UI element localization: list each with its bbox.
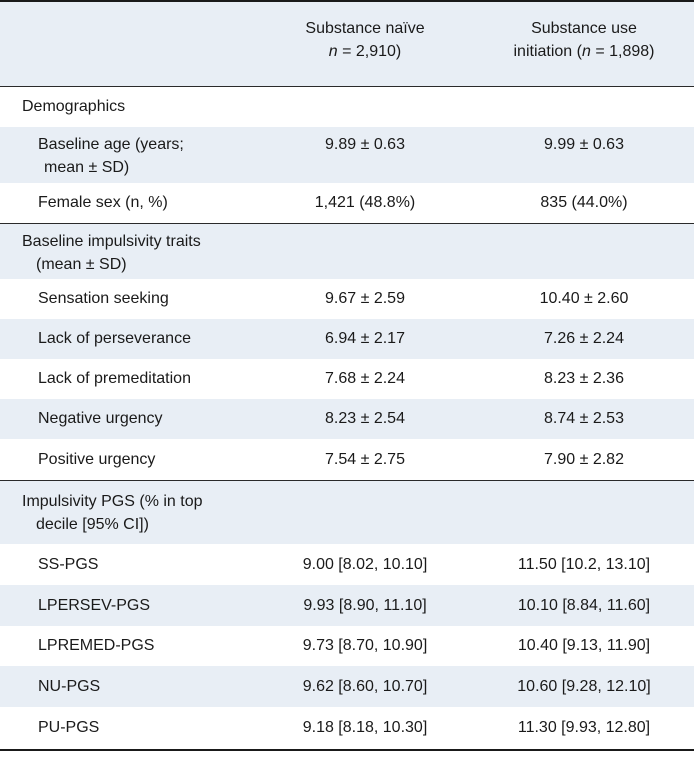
header-naive-n: n (328, 43, 338, 60)
header-initiation-pre: initiation ( (513, 43, 582, 60)
section-title-pgs: Impulsivity PGS (% in top decile [95% CI… (0, 490, 256, 536)
table-row: Sensation seeking 9.67 ± 2.59 10.40 ± 2.… (0, 279, 694, 319)
initiation-value: 7.90 ± 2.82 (544, 450, 624, 468)
section-row-pgs: Impulsivity PGS (% in top decile [95% CI… (0, 480, 694, 544)
initiation-value: 10.10 [8.84, 11.60] (517, 596, 651, 614)
naive-value: 9.00 [8.02, 10.10] (302, 555, 428, 573)
header-substance-initiation: Substance use initiation (n = 1,898) (474, 17, 694, 63)
table-row: Positive urgency 7.54 ± 2.75 7.90 ± 2.82 (0, 439, 694, 480)
row-label: LPREMED-PGS (38, 637, 155, 654)
row-label: SS-PGS (38, 555, 99, 573)
naive-value: 6.94 ± 2.17 (325, 330, 405, 347)
table-row: NU-PGS 9.62 [8.60, 10.70] 10.60 [9.28, 1… (0, 666, 694, 707)
naive-value: 9.62 [8.60, 10.70] (302, 677, 428, 695)
naive-value: 7.68 ± 2.24 (325, 370, 405, 387)
row-label: Negative urgency (38, 410, 163, 427)
naive-value: 9.93 [8.90, 11.10] (303, 596, 427, 614)
section-title-line1: Impulsivity PGS (% in top (22, 493, 203, 510)
initiation-value: 11.30 [9.93, 12.80] (517, 719, 651, 736)
data-table: Substance naïve n = 2,910) Substance use… (0, 0, 694, 751)
initiation-value: 9.99 ± 0.63 (544, 136, 624, 153)
section-title-demographics: Demographics (22, 98, 126, 115)
table-row: SS-PGS 9.00 [8.02, 10.10] 11.50 [10.2, 1… (0, 544, 694, 585)
header-initiation-count: = 1,898) (590, 43, 655, 60)
table-row: LPERSEV-PGS 9.93 [8.90, 11.10] 10.10 [8.… (0, 585, 694, 626)
initiation-value: 835 (44.0%) (540, 194, 628, 211)
naive-value: 8.23 ± 2.54 (325, 410, 405, 427)
table-row: LPREMED-PGS 9.73 [8.70, 10.90] 10.40 [9.… (0, 626, 694, 666)
row-label-line2: mean ± SD) (44, 159, 130, 176)
initiation-value: 8.23 ± 2.36 (544, 370, 624, 387)
table-header-row: Substance naïve n = 2,910) Substance use… (0, 2, 694, 86)
row-label-line1: Baseline age (years; (38, 136, 184, 153)
section-row-demographics: Demographics (0, 86, 694, 127)
section-title-line2: decile [95% CI]) (36, 516, 149, 533)
row-label: Sensation seeking (38, 290, 169, 307)
naive-value: 9.73 [8.70, 10.90] (302, 637, 428, 654)
table-row: Lack of premeditation 7.68 ± 2.24 8.23 ±… (0, 359, 694, 399)
naive-value: 9.89 ± 0.63 (325, 136, 405, 153)
header-initiation-line1: Substance use (531, 20, 637, 37)
header-substance-naive: Substance naïve n = 2,910) (256, 17, 474, 63)
row-label: Lack of perseverance (38, 330, 191, 347)
header-naive-count: = 2,910) (337, 43, 402, 60)
initiation-value: 10.40 [9.13, 11.90] (517, 637, 651, 654)
section-row-impulsivity: Baseline impulsivity traits (mean ± SD) (0, 223, 694, 279)
naive-value: 7.54 ± 2.75 (325, 450, 405, 468)
table-row: Female sex (n, %) 1,421 (48.8%) 835 (44.… (0, 183, 694, 223)
initiation-value: 7.26 ± 2.24 (544, 330, 624, 347)
table-row: Baseline age (years; mean ± SD) 9.89 ± 0… (0, 127, 694, 183)
header-naive-line1: Substance naïve (305, 20, 425, 37)
header-initiation-line2: initiation (n = 1,898) (474, 40, 694, 63)
table-row: Negative urgency 8.23 ± 2.54 8.74 ± 2.53 (0, 399, 694, 439)
table-row: PU-PGS 9.18 [8.18, 10.30] 11.30 [9.93, 1… (0, 707, 694, 749)
initiation-value: 10.60 [9.28, 12.10] (517, 677, 651, 695)
row-label: Positive urgency (38, 450, 156, 468)
row-label: PU-PGS (38, 719, 100, 736)
header-initiation-n: n (581, 43, 591, 60)
row-label: LPERSEV-PGS (38, 596, 151, 614)
naive-value: 9.18 [8.18, 10.30] (302, 719, 428, 736)
row-label: Baseline age (years; mean ± SD) (0, 133, 256, 179)
header-naive-line2: n = 2,910) (256, 40, 474, 63)
row-label: NU-PGS (38, 677, 101, 695)
section-title-line1: Baseline impulsivity traits (22, 233, 201, 250)
section-title-line2: (mean ± SD) (36, 256, 127, 273)
naive-value: 9.67 ± 2.59 (325, 290, 405, 307)
section-title-impulsivity: Baseline impulsivity traits (mean ± SD) (0, 230, 256, 276)
initiation-value: 11.50 [10.2, 13.10] (517, 555, 651, 573)
initiation-value: 10.40 ± 2.60 (539, 290, 629, 307)
initiation-value: 8.74 ± 2.53 (544, 410, 624, 427)
row-label: Lack of premeditation (38, 370, 191, 387)
row-label: Female sex (n, %) (38, 194, 168, 211)
table-row: Lack of perseverance 6.94 ± 2.17 7.26 ± … (0, 319, 694, 359)
naive-value: 1,421 (48.8%) (314, 194, 416, 211)
